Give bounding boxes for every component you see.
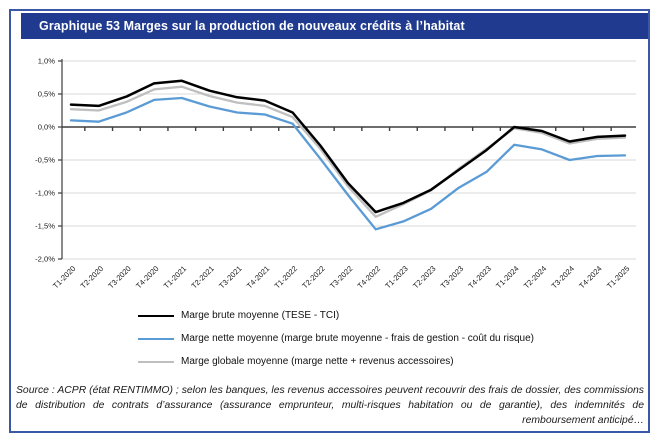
x-tick-label: T1-2021 [162,264,188,290]
series-line [69,96,627,231]
y-tick-label: 0,0% [38,123,56,132]
legend-label: Marge brute moyenne (TESE - TCI) [181,310,340,321]
y-tick-label: 0,5% [38,90,56,99]
x-tick-label: T1-2022 [273,264,299,290]
legend-line-swatch [138,337,174,340]
y-tick-label: 1,0% [38,57,56,66]
x-tick-label: T4-2023 [467,264,493,290]
x-tick-label: T2-2021 [190,264,216,290]
legend-label: Marge nette moyenne (marge brute moyenne… [181,333,534,344]
y-tick-label: -1,0% [35,189,55,198]
y-tick-label: -0,5% [35,156,55,165]
legend-line-swatch [138,360,174,363]
page-frame: Graphique 53 Marges sur la production de… [9,9,650,433]
y-tick-label: -2,0% [35,255,55,264]
x-tick-label: T2-2022 [300,264,326,290]
x-tick-label: T3-2023 [439,264,465,290]
x-tick-label: T4-2021 [245,264,271,290]
legend-item: Marge nette moyenne (marge brute moyenne… [138,331,534,346]
margin-line-chart: 1,0%0,5%0,0%-0,5%-1,0%-1,5%-2,0%T1-2020 T… [35,57,636,290]
source-note: Source : ACPR (état RENTIMMO) ; selon le… [16,385,644,426]
x-tick-label: T1-2023 [383,264,409,290]
x-tick-label: T3-2020 [106,264,132,290]
legend-item: Marge brute moyenne (TESE - TCI) [138,308,534,323]
legend-line-swatch [138,314,174,317]
x-tick-label: T1-2024 [494,264,520,290]
x-tick-label: T3-2021 [217,264,243,290]
title-bar: Graphique 53 Marges sur la production de… [21,13,648,39]
x-tick-label: T1-2025 [605,264,631,290]
chart-title: Graphique 53 Marges sur la production de… [39,19,465,33]
series-line [69,85,627,218]
chart-legend: Marge brute moyenne (TESE - TCI) Marge ne… [138,308,534,369]
legend-label: Marge globale moyenne (marge nette + rev… [181,356,454,367]
x-tick-label: T2-2024 [522,264,548,290]
x-tick-label: T2-2023 [411,264,437,290]
x-tick-label: T4-2022 [356,264,382,290]
x-tick-label: T3-2024 [550,264,576,290]
legend-item: Marge globale moyenne (marge nette + rev… [138,354,534,369]
x-tick-label: T2-2020 [79,264,105,290]
x-tick-label: T4-2020 [134,264,160,290]
x-tick-label: T1-2020 [51,264,77,290]
y-tick-label: -1,5% [35,222,55,231]
x-tick-label: T4-2024 [577,264,603,290]
x-tick-label: T3-2022 [328,264,354,290]
series-line [69,79,627,214]
